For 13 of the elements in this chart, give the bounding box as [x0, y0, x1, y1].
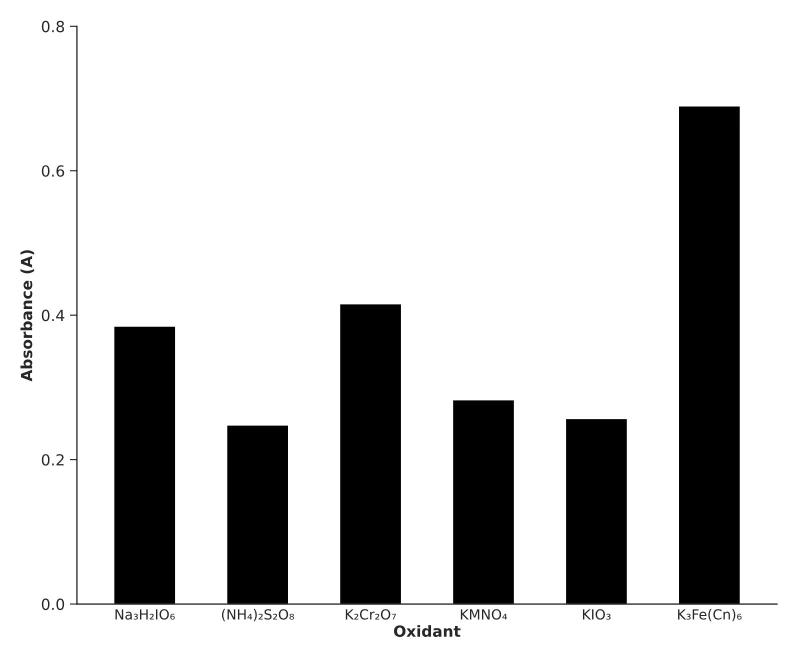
y-tick-label: 0.2	[42, 454, 64, 466]
x-tick-label: (NH₄)₂S₂O₈	[222, 608, 294, 622]
y-tick-label: 0.0	[42, 598, 64, 610]
x-axis-title: Oxidant	[394, 625, 460, 637]
x-tick-label: KIO₃	[582, 609, 611, 620]
y-tick-label: 0.4	[42, 310, 64, 322]
x-tick-label: K₃Fe(Cn)₆	[678, 608, 742, 622]
y-tick-label: 0.6	[42, 165, 64, 177]
y-axis-title: Absorbance (A)	[20, 250, 34, 382]
x-tick-label: K₂Cr₂O₇	[346, 609, 396, 620]
x-tick-label: Na₃H₂IO₆	[116, 609, 175, 620]
y-tick-label: 0.8	[42, 20, 64, 32]
x-tick-label: KMNO₄	[460, 609, 508, 620]
